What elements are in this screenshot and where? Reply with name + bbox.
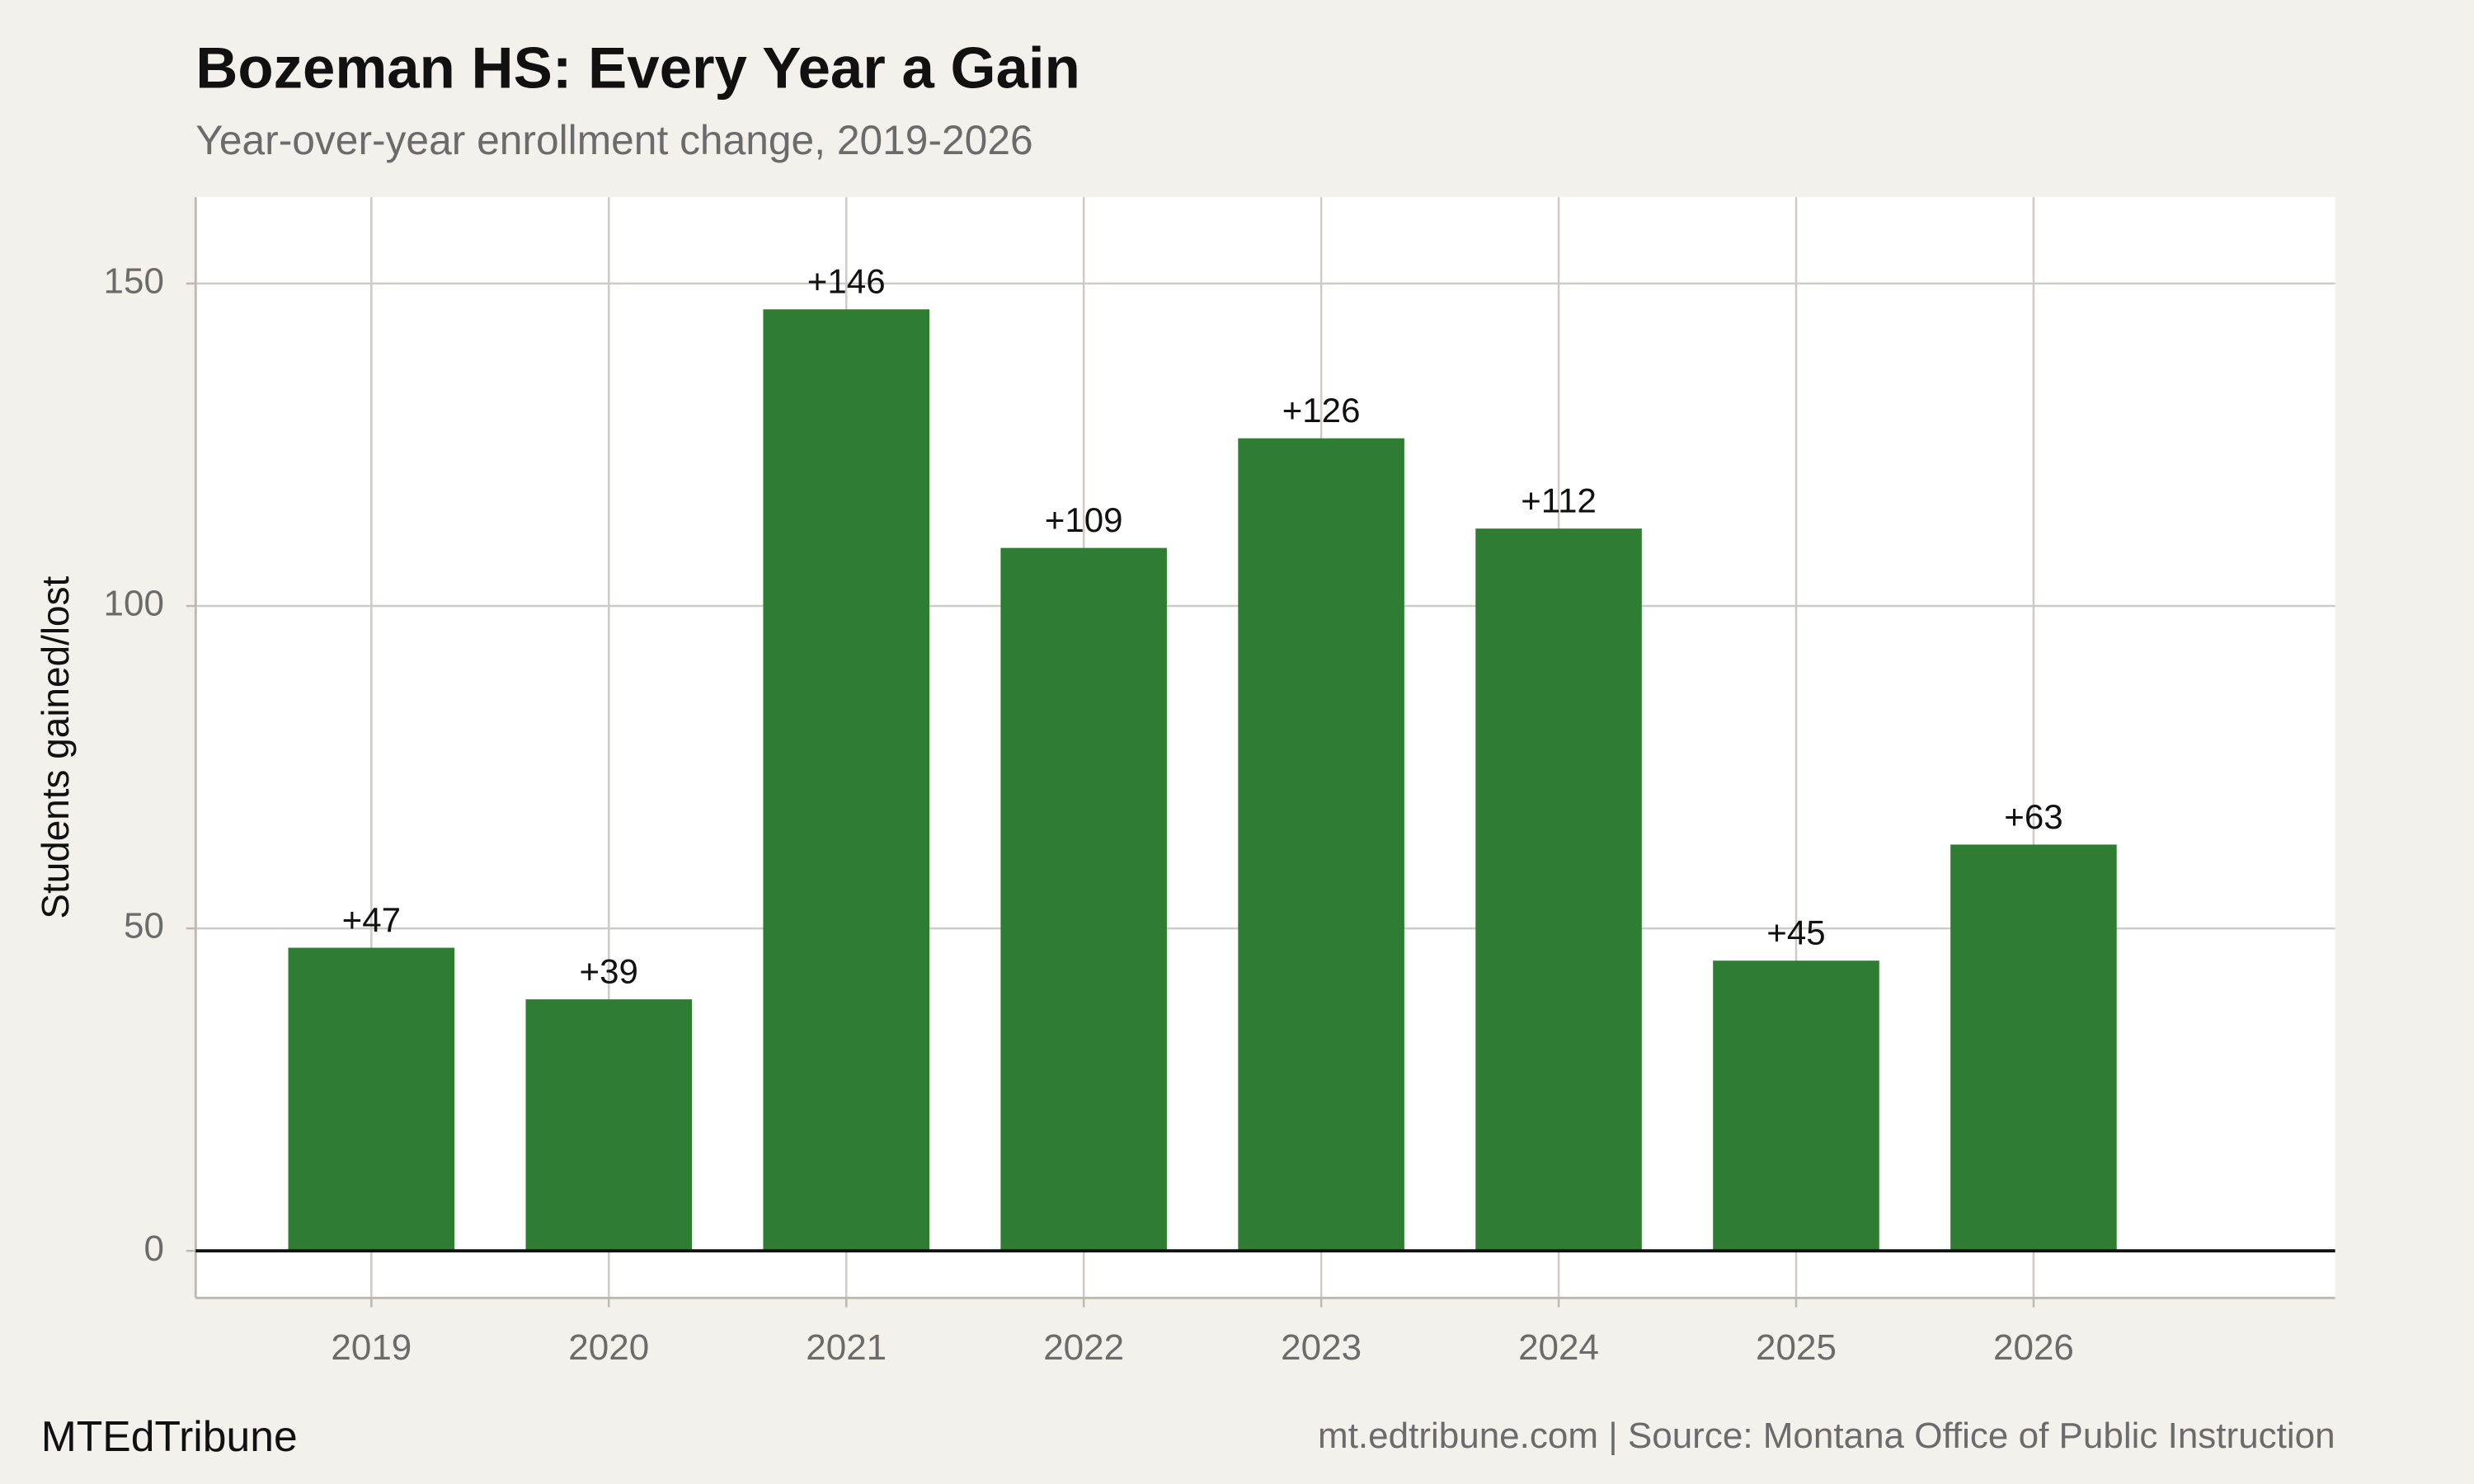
bar xyxy=(525,999,693,1252)
bar xyxy=(288,947,455,1252)
chart-title: Bozeman HS: Every Year a Gain xyxy=(195,35,1080,101)
y-tick-label: 100 xyxy=(104,584,164,624)
bar xyxy=(1000,547,1167,1252)
y-tick-label: 150 xyxy=(104,261,164,302)
y-tick-label: 0 xyxy=(143,1228,163,1269)
value-label: +126 xyxy=(1282,391,1361,430)
x-tick-label: 2020 xyxy=(568,1327,649,1368)
y-axis-label: Students gained/lost xyxy=(34,575,77,918)
brand: MTEdTribune xyxy=(41,1412,298,1460)
value-label: +47 xyxy=(342,900,401,939)
bar xyxy=(763,309,929,1252)
value-label: +39 xyxy=(580,952,638,991)
y-tick-label: 50 xyxy=(124,906,164,946)
x-tick-label: 2021 xyxy=(806,1327,887,1368)
chart-subtitle: Year-over-year enrollment change, 2019-2… xyxy=(195,117,1032,163)
value-label: +45 xyxy=(1766,913,1825,952)
x-tick-label: 2019 xyxy=(331,1327,412,1368)
source: mt.edtribune.com | Source: Montana Offic… xyxy=(1318,1416,2335,1456)
bar xyxy=(1475,528,1642,1252)
bar xyxy=(1238,438,1404,1252)
x-tick-label: 2026 xyxy=(1993,1327,2074,1368)
value-label: +112 xyxy=(1521,481,1597,520)
x-tick-label: 2023 xyxy=(1281,1327,1362,1368)
x-tick-label: 2022 xyxy=(1043,1327,1124,1368)
bar xyxy=(1713,960,1879,1252)
value-label: +146 xyxy=(807,262,886,301)
bar xyxy=(1950,844,2117,1252)
x-tick-label: 2025 xyxy=(1756,1327,1837,1368)
x-tick-label: 2024 xyxy=(1518,1327,1599,1368)
value-label: +109 xyxy=(1045,500,1123,539)
value-label: +63 xyxy=(2004,797,2062,836)
